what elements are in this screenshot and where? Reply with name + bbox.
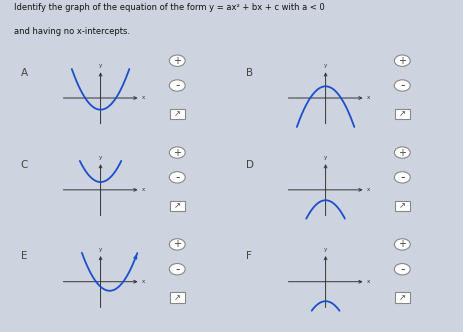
Text: E: E	[20, 251, 27, 262]
Circle shape	[394, 55, 409, 66]
Text: y: y	[323, 63, 326, 68]
Text: x: x	[141, 279, 144, 284]
Text: C: C	[20, 160, 28, 170]
Circle shape	[394, 147, 409, 158]
Circle shape	[169, 55, 185, 66]
Text: ↗: ↗	[173, 201, 181, 210]
Text: +: +	[173, 147, 181, 158]
Text: and having no x-intercepts.: and having no x-intercepts.	[14, 27, 130, 36]
Text: -: -	[175, 171, 179, 184]
Circle shape	[169, 172, 185, 183]
Text: y: y	[323, 155, 326, 160]
Bar	[394, 109, 409, 119]
Circle shape	[169, 147, 185, 158]
Circle shape	[394, 264, 409, 275]
Text: y: y	[323, 247, 326, 252]
Text: ↗: ↗	[398, 293, 405, 302]
Text: ↗: ↗	[398, 110, 405, 119]
Circle shape	[394, 172, 409, 183]
Circle shape	[169, 264, 185, 275]
Text: D: D	[245, 160, 253, 170]
Text: A: A	[20, 68, 28, 78]
Circle shape	[394, 239, 409, 250]
Text: x: x	[366, 187, 369, 192]
Bar	[169, 292, 184, 303]
Text: y: y	[99, 155, 102, 160]
Circle shape	[394, 80, 409, 91]
Circle shape	[169, 80, 185, 91]
Text: x: x	[366, 279, 369, 284]
Bar	[394, 201, 409, 211]
Bar	[394, 292, 409, 303]
Text: y: y	[99, 63, 102, 68]
Text: -: -	[399, 79, 404, 92]
Text: +: +	[397, 56, 406, 66]
Text: x: x	[141, 187, 144, 192]
Text: +: +	[173, 56, 181, 66]
Text: x: x	[366, 96, 369, 101]
Text: -: -	[399, 171, 404, 184]
Text: ↗: ↗	[173, 110, 181, 119]
Text: y: y	[99, 247, 102, 252]
Text: +: +	[173, 239, 181, 249]
Text: -: -	[175, 79, 179, 92]
Text: ↗: ↗	[398, 201, 405, 210]
Text: +: +	[397, 147, 406, 158]
Circle shape	[169, 239, 185, 250]
Text: F: F	[245, 251, 251, 262]
Bar	[169, 109, 184, 119]
Text: Identify the graph of the equation of the form y = ax² + bx + c with a < 0: Identify the graph of the equation of th…	[14, 3, 324, 12]
Text: x: x	[141, 96, 144, 101]
Text: B: B	[245, 68, 252, 78]
Text: +: +	[397, 239, 406, 249]
Bar	[169, 201, 184, 211]
Text: -: -	[399, 263, 404, 276]
Text: ↗: ↗	[173, 293, 181, 302]
Text: -: -	[175, 263, 179, 276]
